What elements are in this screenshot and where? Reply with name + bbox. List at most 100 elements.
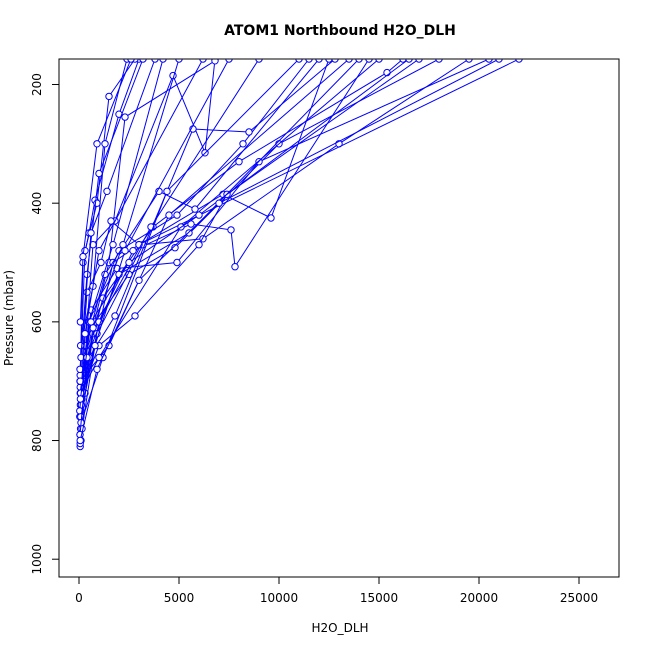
series-line (79, 59, 204, 411)
data-point (485, 59, 493, 63)
data-point (415, 59, 423, 63)
y-tick-label: 800 (30, 429, 44, 452)
data-point (173, 258, 181, 267)
data-point (255, 59, 263, 63)
x-axis-label: H2O_DLH (311, 621, 368, 635)
data-point (305, 59, 313, 63)
y-tick-label: 200 (30, 73, 44, 96)
data-point (76, 436, 84, 445)
data-point (435, 59, 443, 63)
series-line (80, 59, 420, 394)
data-point (295, 59, 303, 63)
series-18 (77, 59, 159, 362)
data-point (515, 59, 523, 63)
series-line (80, 59, 180, 405)
series-line (79, 59, 132, 322)
data-point (119, 241, 127, 249)
data-point (95, 169, 103, 178)
data-point (93, 365, 101, 373)
series-line (80, 59, 128, 346)
data-point (121, 113, 129, 121)
series-16 (76, 59, 131, 350)
series-line (80, 59, 380, 394)
data-point (76, 341, 85, 350)
data-point (345, 59, 353, 63)
data-point (231, 263, 239, 271)
data-point (405, 59, 413, 63)
data-point (239, 140, 247, 148)
series-19 (76, 59, 135, 326)
data-point (227, 226, 235, 234)
plot-frame (58, 58, 620, 578)
data-point (76, 395, 85, 403)
data-point (127, 59, 135, 63)
y-tick-label: 600 (30, 310, 44, 333)
data-point (76, 377, 84, 385)
y-tick-label: 1000 (30, 544, 44, 575)
data-point (465, 59, 473, 63)
series-30 (76, 59, 503, 445)
series-line (80, 59, 440, 411)
data-point (399, 59, 407, 63)
data-point (267, 214, 275, 222)
data-point (105, 92, 113, 101)
data-point (325, 59, 333, 63)
data-point (331, 59, 339, 63)
data-point (121, 247, 129, 255)
data-point (375, 59, 383, 63)
data-point (185, 229, 193, 237)
data-point (79, 252, 87, 261)
data-point (76, 318, 85, 326)
data-point (195, 241, 203, 249)
data-point (125, 258, 133, 267)
data-point (191, 205, 199, 213)
data-point (173, 211, 181, 219)
data-point (195, 211, 203, 219)
data-point (87, 318, 95, 326)
series-layer (76, 59, 523, 451)
data-point (97, 258, 105, 267)
x-tick-label: 25000 (560, 591, 598, 605)
x-tick-label: 20000 (460, 591, 498, 605)
y-axis-label: Pressure (mbar) (2, 270, 16, 366)
data-point (83, 288, 91, 296)
data-point (135, 276, 143, 284)
data-point (163, 187, 171, 196)
data-point (211, 59, 219, 65)
data-point (245, 128, 253, 136)
data-point (87, 229, 95, 237)
x-axis: 0 5000 10000 15000 20000 25000 (75, 576, 598, 605)
chart-title: ATOM1 Northbound H2O_DLH (224, 23, 456, 39)
data-point (93, 140, 101, 148)
data-point (139, 59, 147, 63)
data-point (235, 158, 243, 166)
x-tick-label: 5000 (164, 591, 195, 605)
data-point (109, 241, 117, 249)
data-point (215, 199, 223, 207)
y-tick-label: 400 (30, 192, 44, 215)
data-point (95, 247, 103, 255)
data-point (81, 330, 89, 338)
x-tick-label: 15000 (360, 591, 398, 605)
data-point (315, 59, 323, 63)
series-29 (76, 59, 413, 403)
x-tick-label: 10000 (260, 591, 298, 605)
data-point (365, 59, 373, 63)
data-point (171, 244, 179, 252)
data-point (175, 59, 183, 63)
data-point (159, 59, 167, 63)
series-line (80, 59, 156, 358)
data-point (151, 59, 159, 63)
data-point (355, 59, 363, 63)
data-point (129, 247, 137, 255)
series-27 (76, 59, 383, 397)
data-point (165, 211, 173, 219)
data-point (495, 59, 503, 63)
data-point (83, 353, 91, 362)
series-line (79, 59, 140, 382)
data-point (225, 59, 233, 63)
data-point (107, 217, 115, 225)
data-point (111, 312, 119, 320)
